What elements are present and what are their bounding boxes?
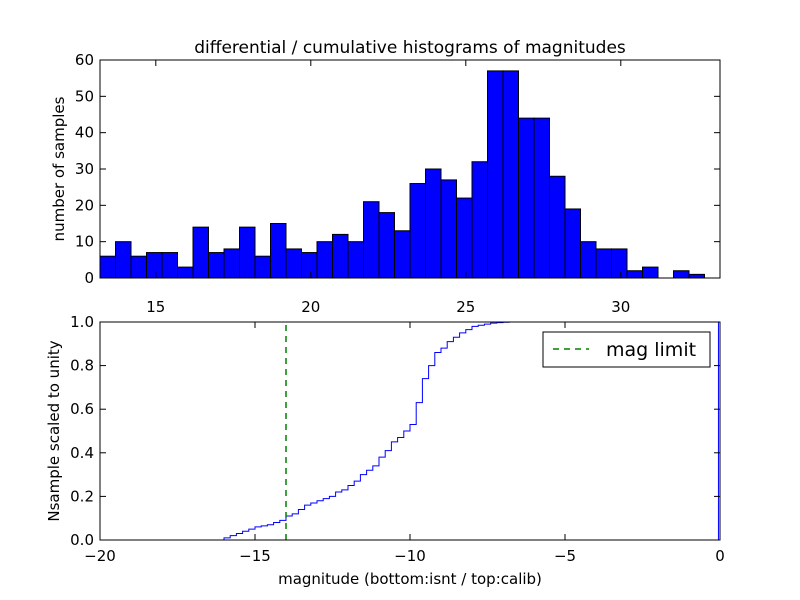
histogram-bar — [316, 241, 333, 279]
y-tick-label: 0.0 — [70, 531, 94, 549]
histogram-bar — [146, 252, 163, 279]
histogram-bar — [595, 248, 612, 279]
bottom-x-ticks: −20 −15 −10 −5 0 — [84, 322, 725, 565]
x-tick-label: 30 — [611, 298, 630, 316]
x-tick-label: 20 — [301, 298, 320, 316]
histogram-bar — [130, 255, 147, 279]
bottom-x-axis-label: magnitude (bottom:isnt / top:calib) — [278, 570, 542, 588]
histogram-bar — [270, 223, 287, 279]
x-tick-label: 25 — [456, 298, 475, 316]
y-tick-label: 10 — [75, 233, 94, 251]
histogram-bar — [564, 208, 581, 279]
histogram-bar — [425, 168, 442, 279]
top-y-ticks: 0 10 20 30 40 50 60 — [75, 51, 720, 287]
histogram-bar — [99, 255, 116, 279]
y-tick-label: 50 — [75, 87, 94, 105]
histogram-bar — [580, 241, 597, 279]
histogram-bar — [239, 226, 256, 279]
differential-histogram: differential / cumulative histograms of … — [50, 38, 721, 316]
cumulative-histogram: −20 −15 −10 −5 0 0.0 0.2 0.4 0.6 0.8 1.0 magnitud… — [45, 313, 725, 588]
histogram-bar — [502, 70, 519, 279]
histogram-bar — [409, 183, 426, 279]
x-tick-label: 0 — [715, 547, 725, 565]
histogram-bar — [177, 266, 194, 279]
y-tick-label: 60 — [75, 51, 94, 69]
cumulative-step-line — [100, 321, 719, 541]
histogram-bar — [332, 233, 349, 279]
histogram-bar — [688, 273, 705, 279]
histogram-bar — [115, 241, 132, 279]
histogram-bar — [192, 226, 209, 279]
x-tick-label: −15 — [239, 547, 271, 565]
histogram-bar — [642, 266, 659, 279]
legend: mag limit — [542, 331, 711, 368]
x-tick-label: −5 — [554, 547, 576, 565]
histogram-bar — [533, 117, 550, 279]
legend-box — [542, 331, 711, 368]
bottom-y-axis-label: Nsample scaled to unity — [45, 340, 63, 521]
histogram-bar — [487, 70, 504, 279]
legend-label-mag-limit: mag limit — [606, 339, 696, 361]
histogram-bar — [673, 270, 690, 279]
histogram-bar — [363, 201, 380, 279]
y-tick-label: 20 — [75, 196, 94, 214]
histogram-bar — [301, 252, 318, 279]
x-tick-label: −20 — [84, 547, 116, 565]
top-y-axis-label: number of samples — [50, 96, 68, 241]
bottom-y-ticks: 0.0 0.2 0.4 0.6 0.8 1.0 — [70, 313, 720, 549]
histogram-bar — [611, 248, 628, 279]
y-tick-label: 30 — [75, 160, 94, 178]
chart-title: differential / cumulative histograms of … — [194, 38, 626, 58]
histogram-bar — [471, 161, 488, 279]
histogram-bar — [378, 212, 395, 279]
y-tick-label: 0.2 — [70, 487, 94, 505]
histogram-bar — [549, 175, 566, 279]
y-tick-label: 0.8 — [70, 357, 94, 375]
top-x-ticks: 15 20 25 30 — [146, 60, 630, 316]
histogram-bar — [518, 117, 535, 279]
histogram-bars — [99, 70, 705, 279]
histogram-bar — [285, 248, 302, 279]
x-tick-label: −10 — [394, 547, 426, 565]
histogram-bar — [223, 248, 240, 279]
histogram-bar — [626, 270, 643, 279]
y-tick-label: 0 — [84, 269, 94, 287]
histogram-bar — [347, 241, 364, 279]
y-tick-label: 1.0 — [70, 313, 94, 331]
cumulative-lines — [100, 321, 719, 541]
histogram-bar — [254, 255, 271, 279]
histogram-bar — [394, 230, 411, 279]
histogram-bar — [456, 197, 473, 279]
y-tick-label: 0.4 — [70, 444, 94, 462]
y-tick-label: 40 — [75, 124, 94, 142]
x-tick-label: 15 — [146, 298, 165, 316]
histogram-bar — [440, 179, 457, 279]
y-tick-label: 0.6 — [70, 400, 94, 418]
histogram-bar — [208, 252, 225, 279]
histogram-bar — [161, 252, 178, 279]
